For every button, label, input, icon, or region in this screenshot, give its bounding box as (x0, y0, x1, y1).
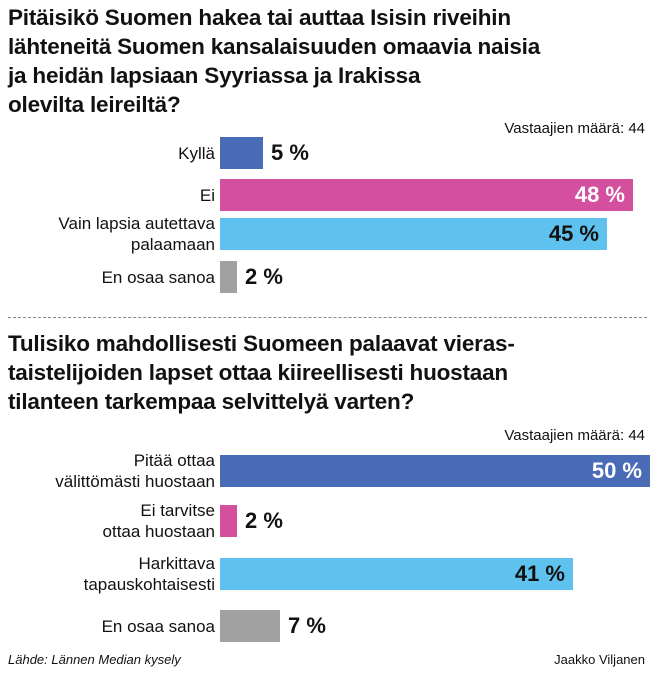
value-label: 41 % (514, 561, 565, 586)
category-label: En osaa sanoa (101, 267, 215, 287)
bar (220, 137, 263, 169)
bar (220, 558, 573, 590)
chart-1-title: Pitäisikö Suomen hakea tai auttaa Isisin… (8, 5, 541, 117)
chart-2-respondents: Vastaajien määrä: 44 (504, 427, 645, 444)
value-label: 5 % (271, 140, 309, 165)
chart-2: Tulisiko mahdollisesti Suomeen palaavat … (8, 331, 650, 642)
author-credit: Jaakko Viljanen (554, 652, 645, 667)
value-label: 7 % (288, 613, 326, 638)
value-label: 2 % (245, 264, 283, 289)
category-label: Ei (199, 185, 215, 205)
category-label: Pitää ottaa välittömästi huostaan (55, 451, 215, 491)
value-label: 48 % (574, 182, 625, 207)
category-label: Kyllä (178, 143, 215, 163)
chart-2-title: Tulisiko mahdollisesti Suomeen palaavat … (8, 331, 515, 414)
bar (220, 455, 650, 487)
bar (220, 261, 237, 293)
chart-1-respondents: Vastaajien määrä: 44 (504, 120, 645, 137)
category-label: Ei tarvitse ottaa huostaan (102, 501, 215, 541)
bar (220, 179, 633, 211)
category-label: Vain lapsia autettava palaamaan (58, 214, 215, 254)
value-label: 2 % (245, 508, 283, 533)
bar (220, 218, 607, 250)
bar (220, 610, 280, 642)
bar (220, 505, 237, 537)
chart-1: Pitäisikö Suomen hakea tai auttaa Isisin… (0, 0, 651, 310)
category-label: En osaa sanoa (101, 616, 215, 636)
section-divider (8, 317, 647, 318)
value-label: 45 % (548, 221, 599, 246)
category-label: Harkittava tapauskohtaisesti (83, 554, 215, 594)
source-note: Lähde: Lännen Median kysely (8, 652, 181, 667)
value-label: 50 % (591, 458, 642, 483)
